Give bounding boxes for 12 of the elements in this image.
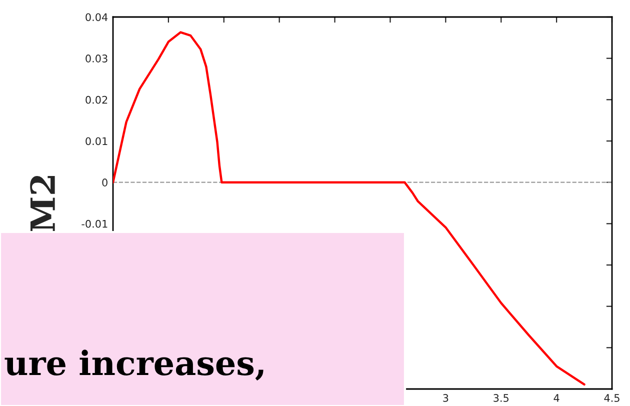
y-tick-label: 0 bbox=[102, 178, 108, 186]
y-tick-label: 0.03 bbox=[86, 54, 108, 62]
x-tick-label: 3.5 bbox=[494, 394, 508, 402]
x-tick-label: 4 bbox=[554, 394, 560, 402]
y-tick-label: 0.02 bbox=[86, 96, 108, 104]
annotation: ure increases, bbox=[4, 350, 264, 380]
y-tick-label: 0.01 bbox=[86, 137, 108, 146]
y-tick-label: 0.04 bbox=[86, 13, 108, 22]
y-axis-title: M2 bbox=[30, 176, 55, 232]
y-tick-label: -0.01 bbox=[82, 220, 108, 228]
x-tick-label: 4.5 bbox=[604, 394, 620, 402]
x-tick-label: 3 bbox=[443, 394, 448, 402]
